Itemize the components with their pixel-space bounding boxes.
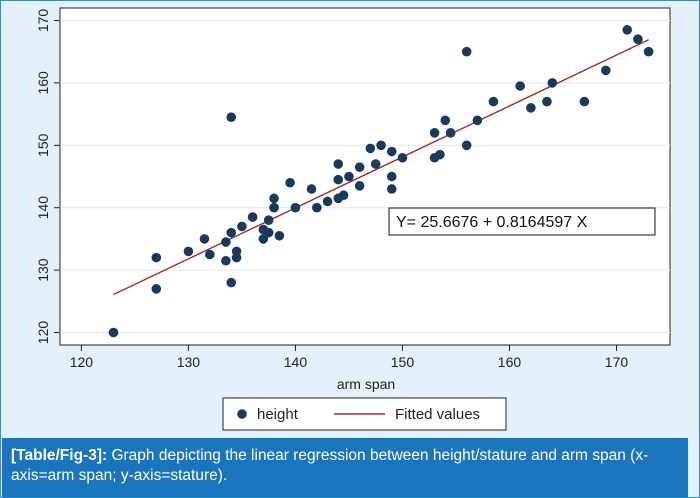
data-point: [205, 249, 215, 260]
plot-area: [59, 7, 671, 346]
data-point: [488, 96, 499, 107]
data-point: [429, 128, 440, 138]
data-point: [322, 196, 333, 207]
data-point: [226, 227, 237, 238]
data-point: [269, 193, 279, 204]
data-point: [333, 174, 344, 185]
caption-label: [Table/Fig-3]:: [11, 447, 108, 464]
data-point: [370, 159, 381, 169]
x-tick-label: 130: [177, 354, 201, 370]
data-point: [542, 96, 552, 107]
data-point: [306, 184, 317, 194]
data-point: [461, 140, 472, 151]
data-point: [435, 149, 445, 160]
data-point: [231, 252, 242, 263]
y-tick-label: 160: [35, 71, 51, 95]
fitted-line: [113, 39, 649, 296]
y-tick-label: 140: [35, 196, 51, 220]
data-point: [290, 202, 301, 213]
data-point: [247, 212, 258, 222]
data-point: [600, 65, 611, 76]
caption-text: Graph depicting the linear regression be…: [11, 447, 649, 484]
legend-label-height: height: [257, 406, 299, 423]
data-point: [237, 221, 247, 232]
x-tick-label: 160: [498, 354, 522, 370]
data-point: [269, 202, 279, 213]
data-point: [221, 237, 231, 247]
y-tick-label: 130: [35, 258, 51, 282]
data-point: [547, 78, 558, 88]
data-point: [354, 162, 365, 172]
data-point: [151, 252, 162, 263]
equation-box: [388, 207, 656, 236]
data-point: [579, 96, 590, 107]
data-point: [226, 112, 237, 123]
scatter-chart: 120 130 140 150 160 170 120 130 140 150 160 170 Y= …: [35, 7, 671, 431]
data-point: [622, 25, 632, 35]
data-point: [226, 277, 237, 288]
data-point: [633, 34, 643, 45]
legend-marker-height: [237, 409, 247, 419]
data-point: [344, 171, 354, 182]
data-point: [263, 215, 274, 225]
figure-caption: [Table/Fig-3]: Graph depicting the linea…: [2, 438, 688, 497]
data-point: [386, 184, 397, 194]
data-point: [472, 115, 483, 126]
data-point: [263, 227, 274, 238]
data-point: [643, 46, 654, 57]
equation-text: Y= 25.6676 + 0.8164597 X: [396, 214, 588, 231]
data-point: [376, 140, 386, 151]
x-tick-label: 170: [605, 354, 629, 370]
data-point: [183, 246, 194, 257]
data-point: [386, 171, 397, 182]
data-point: [461, 46, 472, 57]
data-point: [312, 202, 322, 213]
x-axis-title: arm span: [337, 376, 395, 392]
x-tick-label: 120: [70, 354, 94, 370]
data-point: [199, 234, 210, 244]
data-point: [221, 255, 231, 266]
data-point: [258, 234, 269, 244]
data-point: [151, 284, 162, 294]
data-point: [354, 181, 365, 191]
data-point: [338, 190, 349, 201]
x-tick-label: 150: [391, 354, 415, 370]
axes: 120 130 140 150 160 170 120 130 140 150 160 170: [35, 9, 628, 370]
data-point: [274, 230, 285, 241]
data-point: [526, 103, 536, 113]
data-point: [333, 159, 344, 169]
data-point: [386, 146, 397, 157]
data-point: [397, 152, 408, 163]
fitted-line-layer: [113, 39, 649, 296]
data-point: [515, 81, 525, 91]
data-point: [365, 143, 376, 154]
data-point: [440, 115, 451, 126]
y-tick-label: 150: [35, 133, 51, 157]
data-point: [108, 327, 119, 338]
y-tick-label: 120: [35, 321, 51, 345]
y-tick-label: 170: [35, 9, 51, 33]
grid-lines: [60, 19, 670, 334]
equation-annotation: Y= 25.6676 + 0.8164597 X: [388, 207, 656, 236]
data-point: [285, 177, 295, 188]
x-tick-label: 140: [284, 354, 308, 370]
legend-label-fitted: Fitted values: [395, 406, 480, 423]
data-point: [445, 128, 456, 138]
legend: height Fitted values: [222, 397, 507, 431]
data-points: [108, 25, 654, 338]
